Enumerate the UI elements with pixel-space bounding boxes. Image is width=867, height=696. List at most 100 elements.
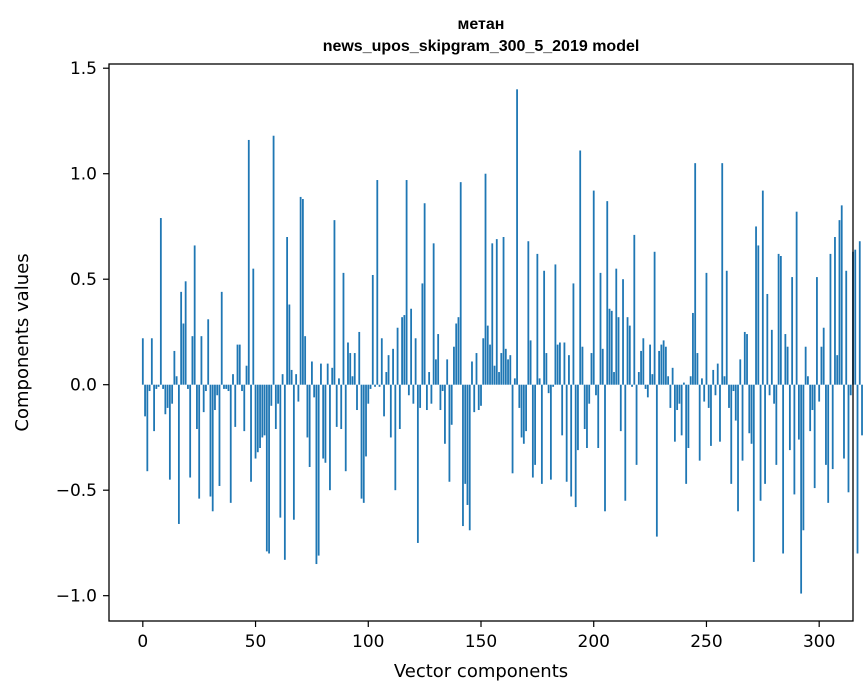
bar-227 — [653, 251, 656, 385]
bar-252 — [710, 384, 712, 446]
bar-248 — [701, 378, 703, 385]
bar-175 — [536, 253, 539, 385]
bar-53 — [261, 384, 264, 438]
bar-120 — [412, 384, 415, 404]
bar-55 — [265, 384, 268, 552]
bar-168 — [520, 384, 523, 438]
bar-11 — [166, 384, 169, 408]
bar-97 — [360, 384, 363, 499]
bar-52 — [259, 384, 261, 448]
bar-267 — [743, 331, 746, 385]
bar-200 — [592, 190, 595, 385]
bar-280 — [773, 384, 775, 404]
x-axis-ticks: 0 50 100 150 200 250 300 — [137, 621, 835, 652]
bar-165 — [513, 378, 516, 385]
bar-174 — [534, 384, 537, 465]
bar-185 — [559, 342, 561, 385]
bar-39 — [229, 384, 232, 503]
bar-101 — [369, 384, 372, 389]
bar-4 — [150, 338, 153, 385]
y-tick-label: −0.5 — [56, 481, 97, 501]
bar-193 — [577, 384, 579, 451]
bar-314 — [849, 384, 852, 396]
bar-183 — [554, 264, 557, 385]
bar-22 — [191, 336, 194, 385]
bar-6 — [155, 384, 158, 389]
bar-17 — [180, 291, 183, 385]
bar-139 — [455, 323, 458, 385]
bar-194 — [579, 150, 582, 385]
bar-131 — [437, 334, 440, 385]
bar-36 — [223, 384, 225, 389]
bar-210 — [615, 268, 618, 385]
bar-316 — [854, 249, 857, 385]
bar-136 — [448, 384, 451, 482]
bar-63 — [283, 384, 286, 560]
bar-31 — [211, 384, 214, 512]
bar-205 — [604, 384, 606, 512]
bar-261 — [730, 384, 733, 484]
bar-19 — [184, 281, 187, 385]
bar-20 — [187, 384, 189, 389]
bar-191 — [572, 283, 575, 385]
y-tick-label: −1.0 — [56, 587, 97, 607]
bar-73 — [306, 384, 309, 438]
bar-268 — [746, 334, 748, 385]
bar-123 — [419, 384, 422, 408]
bar-232 — [664, 346, 667, 385]
bar-284 — [782, 384, 785, 554]
bar-118 — [407, 384, 410, 396]
bar-150 — [480, 384, 482, 406]
bar-127 — [428, 372, 431, 385]
bar-278 — [768, 384, 771, 396]
bar-216 — [628, 325, 631, 385]
bar-181 — [549, 384, 552, 480]
bar-242 — [687, 384, 690, 448]
bar-308 — [836, 355, 839, 385]
bar-9 — [162, 384, 165, 389]
bar-277 — [766, 293, 769, 385]
y-tick-label: 0.0 — [70, 376, 97, 396]
bar-99 — [365, 384, 367, 457]
bar-148 — [475, 353, 478, 385]
y-tick-label: 1.0 — [70, 165, 97, 185]
bar-75 — [311, 361, 313, 385]
bar-129 — [432, 243, 435, 385]
bar-249 — [703, 384, 706, 402]
bar-83 — [329, 384, 331, 491]
x-tick-label: 250 — [690, 632, 722, 652]
x-tick-label: 50 — [245, 632, 267, 652]
bar-299 — [816, 277, 818, 385]
bar-137 — [450, 384, 453, 425]
bar-264 — [737, 384, 739, 512]
bar-76 — [313, 384, 316, 398]
bar-29 — [207, 319, 210, 385]
bar-182 — [552, 384, 555, 387]
bar-49 — [252, 268, 255, 385]
bar-89 — [342, 272, 345, 385]
bar-272 — [755, 226, 757, 385]
bar-208 — [610, 310, 613, 385]
bar-56 — [268, 384, 270, 554]
bar-133 — [441, 384, 444, 392]
bar-237 — [676, 384, 679, 411]
bar-246 — [696, 353, 699, 385]
bar-290 — [795, 211, 798, 385]
bar-61 — [279, 384, 282, 518]
bar-273 — [757, 245, 760, 385]
bar-161 — [504, 348, 507, 385]
bar-151 — [482, 338, 485, 385]
bar-266 — [741, 384, 744, 461]
bar-207 — [608, 308, 611, 385]
x-tick-label: 0 — [137, 632, 148, 652]
bar-293 — [802, 384, 805, 531]
bar-54 — [263, 384, 266, 436]
bar-201 — [595, 384, 597, 396]
bar-233 — [667, 376, 670, 385]
bar-286 — [786, 346, 789, 385]
bar-211 — [617, 317, 620, 385]
bar-251 — [707, 384, 710, 408]
bar-309 — [838, 220, 841, 385]
bar-166 — [516, 89, 518, 385]
bar-132 — [439, 384, 442, 411]
